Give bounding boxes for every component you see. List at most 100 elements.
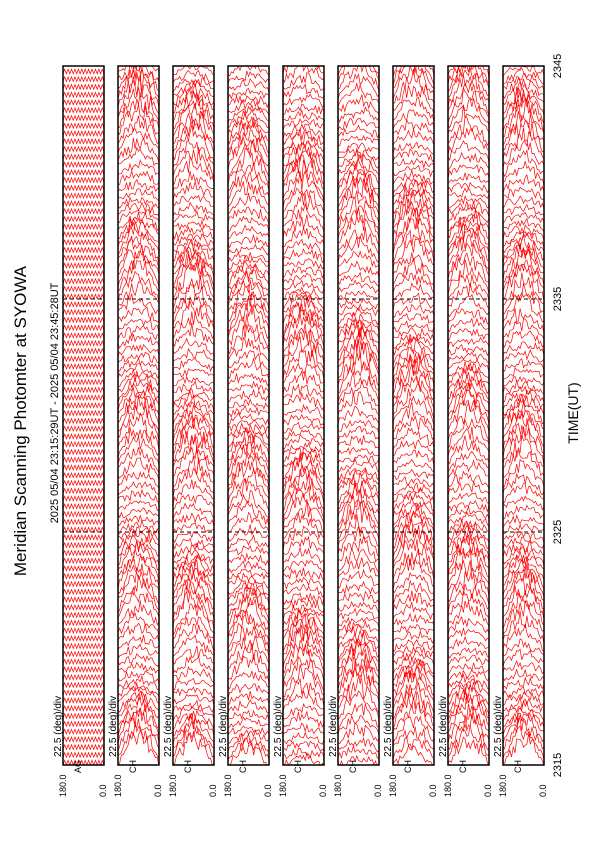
scan-trace bbox=[393, 141, 434, 155]
scan-trace bbox=[338, 94, 379, 115]
scan-trace bbox=[118, 270, 159, 303]
scan-trace bbox=[338, 327, 379, 361]
scan-trace bbox=[338, 466, 379, 481]
scan-trace bbox=[283, 703, 324, 720]
scan-trace bbox=[63, 728, 104, 735]
scan-trace bbox=[338, 169, 379, 200]
scan-trace bbox=[173, 77, 214, 92]
scan-trace bbox=[228, 404, 269, 418]
scan-trace bbox=[448, 417, 489, 449]
scan-trace bbox=[228, 324, 269, 355]
y-tick-max: 180.0 bbox=[498, 774, 508, 797]
scan-trace bbox=[173, 720, 214, 748]
scan-trace bbox=[228, 264, 269, 287]
scan-trace bbox=[118, 196, 159, 209]
scan-trace bbox=[283, 499, 324, 534]
scan-trace bbox=[448, 294, 489, 318]
scan-trace bbox=[338, 547, 379, 573]
scan-trace bbox=[338, 454, 379, 465]
y-tick-min: 0.0 bbox=[373, 784, 383, 797]
scan-trace bbox=[118, 92, 159, 130]
scan-trace bbox=[338, 134, 379, 147]
y-tick-max: 180.0 bbox=[168, 774, 178, 797]
scan-trace bbox=[393, 326, 434, 341]
scan-trace bbox=[118, 539, 159, 571]
scan-trace bbox=[338, 484, 379, 517]
scan-trace bbox=[173, 300, 214, 330]
scan-trace bbox=[63, 565, 104, 572]
scan-trace bbox=[173, 456, 214, 487]
scan-trace bbox=[338, 674, 379, 714]
scan-trace bbox=[118, 235, 159, 270]
scan-trace bbox=[393, 657, 434, 681]
scan-trace bbox=[173, 645, 214, 665]
scan-trace bbox=[228, 642, 269, 672]
scan-trace bbox=[228, 303, 269, 340]
scan-trace bbox=[173, 249, 214, 279]
scan-trace bbox=[393, 109, 434, 130]
scan-trace bbox=[503, 139, 544, 168]
scan-trace bbox=[393, 496, 434, 520]
scan-trace bbox=[118, 188, 159, 202]
scan-trace bbox=[63, 526, 104, 534]
scan-trace bbox=[63, 153, 104, 161]
panel-traces bbox=[503, 66, 544, 765]
scan-trace bbox=[173, 549, 214, 565]
scan-trace bbox=[173, 715, 214, 745]
scan-trace bbox=[393, 395, 434, 426]
scan-trace bbox=[228, 511, 269, 534]
scan-trace bbox=[393, 68, 434, 104]
scan-trace bbox=[393, 715, 434, 745]
scan-trace bbox=[448, 399, 489, 432]
scan-trace bbox=[63, 223, 104, 231]
scan-trace bbox=[63, 689, 104, 697]
scan-trace bbox=[448, 115, 489, 147]
panel-traces bbox=[283, 66, 324, 765]
scan-trace bbox=[338, 557, 379, 578]
scan-trace bbox=[448, 505, 489, 520]
panel-7: 22.5 (deg)/div 180.0 CH 0.0 bbox=[383, 65, 438, 797]
scan-trace bbox=[173, 66, 214, 77]
scan-trace bbox=[173, 666, 214, 683]
scan-trace bbox=[173, 80, 214, 97]
scan-trace bbox=[393, 272, 434, 294]
scan-trace bbox=[228, 420, 269, 434]
scan-trace bbox=[338, 640, 379, 674]
scan-trace bbox=[118, 244, 159, 276]
scan-trace bbox=[228, 437, 269, 462]
scan-trace bbox=[63, 704, 104, 712]
scan-trace bbox=[173, 693, 214, 706]
scan-trace bbox=[393, 339, 434, 365]
panel-traces bbox=[63, 68, 104, 765]
scan-trace bbox=[338, 514, 379, 547]
scan-trace bbox=[393, 519, 434, 558]
scan-trace bbox=[503, 686, 544, 698]
scale-label: 22.5 (deg)/div bbox=[328, 696, 339, 757]
scan-trace bbox=[173, 522, 214, 533]
scan-trace bbox=[283, 291, 324, 311]
scan-trace bbox=[118, 368, 159, 388]
scan-trace bbox=[338, 319, 379, 345]
scan-trace bbox=[228, 350, 269, 370]
scan-trace bbox=[503, 379, 544, 394]
scan-trace bbox=[63, 246, 104, 254]
scan-trace bbox=[228, 313, 269, 347]
scan-trace bbox=[118, 281, 159, 306]
scan-trace bbox=[283, 248, 324, 264]
scan-trace bbox=[503, 648, 544, 667]
scan-trace bbox=[503, 330, 544, 348]
scan-trace bbox=[63, 169, 104, 176]
scan-trace bbox=[283, 266, 324, 279]
scan-trace bbox=[283, 146, 324, 178]
scan-trace bbox=[283, 473, 324, 512]
scan-trace bbox=[503, 425, 544, 466]
scan-trace bbox=[448, 252, 489, 283]
scale-label: 22.5 (deg)/div bbox=[218, 696, 229, 757]
scan-trace bbox=[393, 96, 434, 122]
scan-trace bbox=[118, 661, 159, 674]
scan-trace bbox=[393, 650, 434, 667]
scan-trace bbox=[393, 164, 434, 178]
y-tick-min: 0.0 bbox=[263, 784, 273, 797]
scan-trace bbox=[228, 243, 269, 256]
scan-trace bbox=[283, 559, 324, 573]
